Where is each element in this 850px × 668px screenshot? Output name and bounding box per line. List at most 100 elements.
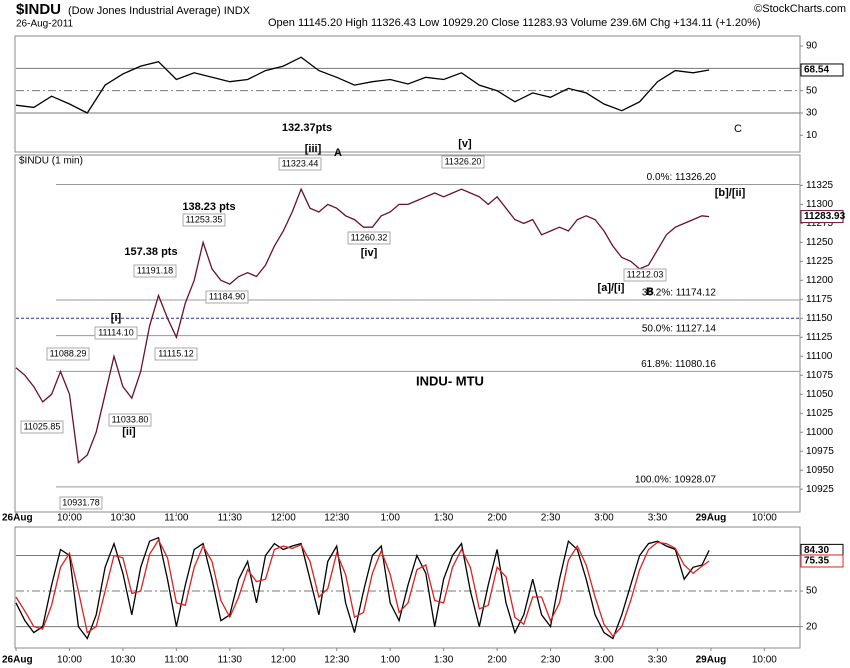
last-value-label: 11283.93 <box>804 211 846 222</box>
price-label: 11253.35 <box>186 214 223 224</box>
price-label: 11184.90 <box>209 291 245 301</box>
symbol-name: (Dow Jones Industrial Average) INDX <box>68 5 251 17</box>
x-tick-label: 11:30 <box>218 513 243 524</box>
wave-label: 138.23 pts <box>182 201 235 213</box>
price-label-box <box>205 290 249 304</box>
x-tick-label: 1:30 <box>434 655 454 666</box>
y-tick-label: 11125 <box>806 332 833 343</box>
fib-label: 38.2%: 11174.12 <box>642 288 717 299</box>
price-label-box <box>182 213 226 227</box>
x-tick-label: 10:00 <box>57 513 82 524</box>
price-label: 11326.20 <box>445 156 482 166</box>
series-line <box>15 538 710 638</box>
wave-label: A <box>334 147 342 159</box>
y-tick-label: 10950 <box>806 465 834 476</box>
y-tick-label: 11275 <box>806 218 834 229</box>
wave-label: [a]/[i] <box>598 282 625 294</box>
x-tick-label: 2:00 <box>487 655 507 666</box>
credit: ©StockCharts.com <box>754 3 846 15</box>
x-tick-label: 11:00 <box>164 513 189 524</box>
y-tick-label: 11250 <box>806 237 834 248</box>
quote: Open 11145.20 High 11326.43 Low 10929.20… <box>268 17 761 29</box>
price-label: 11212.03 <box>627 269 664 279</box>
x-tick-label: 10:30 <box>110 513 135 524</box>
wave-label: 157.38 pts <box>124 246 177 258</box>
y-tick-label: 10975 <box>806 446 834 457</box>
last-value-label: 75.35 <box>804 556 829 567</box>
price-label-box <box>623 268 667 282</box>
wave-label: INDU- MTU <box>416 373 484 388</box>
fib-label: 0.0%: 11326.20 <box>647 172 717 183</box>
price-label-box <box>347 231 391 245</box>
x-tick-label: 29Aug <box>696 513 727 524</box>
y-tick-label: 11200 <box>806 275 834 286</box>
price-label-box <box>154 347 198 361</box>
y-tick-label: 11100 <box>806 351 833 362</box>
x-tick-label: 3:30 <box>648 513 668 524</box>
x-tick-label: 10:00 <box>57 655 82 666</box>
y-tick-label: 30 <box>806 108 818 119</box>
y-tick-label: 11050 <box>806 389 834 400</box>
price-label: 11025.85 <box>24 421 61 431</box>
fib-label: 100.0%: 10928.07 <box>635 475 717 486</box>
y-tick-label: 20 <box>806 621 818 632</box>
price-label-box <box>59 496 103 510</box>
x-tick-label: 29Aug <box>696 655 727 666</box>
y-tick-label: 11325 <box>806 180 834 191</box>
last-value-label: 68.54 <box>804 65 829 76</box>
wave-label: B <box>646 286 654 298</box>
x-tick-label: 1:30 <box>434 513 454 524</box>
wave-label: 132.37pts <box>282 122 332 134</box>
x-tick-label: 12:00 <box>271 655 296 666</box>
wave-label: [iv] <box>361 247 378 259</box>
series-line <box>15 187 710 464</box>
x-tick-label: 2:30 <box>541 655 561 666</box>
last-value-tag <box>800 210 844 224</box>
y-tick-label: 10925 <box>806 484 834 495</box>
y-tick-label: 11225 <box>806 256 834 267</box>
y-tick-label: 11150 <box>806 313 833 324</box>
series-line <box>15 536 710 640</box>
y-tick-label: 11175 <box>806 294 833 305</box>
x-tick-label: 2:30 <box>541 513 561 524</box>
x-tick-label: 26Aug <box>2 655 33 666</box>
y-tick-label: 11300 <box>806 199 834 210</box>
series-line <box>15 56 710 114</box>
price-label: 11088.29 <box>50 348 87 358</box>
wave-label: [iii] <box>305 143 322 155</box>
date: 26-Aug-2011 <box>16 19 74 30</box>
x-tick-label: 12:30 <box>324 513 349 524</box>
x-tick-label: 1:00 <box>380 513 400 524</box>
price-label-box <box>133 264 177 278</box>
x-tick-label: 10:00 <box>752 513 777 524</box>
x-tick-label: 10:30 <box>110 655 135 666</box>
price-label-box <box>441 155 485 169</box>
last-value-tag <box>800 554 844 568</box>
price-label: 10931.78 <box>62 497 100 507</box>
fib-label: 50.0%: 11127.14 <box>642 323 717 334</box>
y-tick-label: 50 <box>806 85 818 96</box>
last-value-tag <box>800 63 844 77</box>
price-label-box <box>20 420 64 434</box>
y-tick-label: 11000 <box>806 427 834 438</box>
x-tick-label: 26Aug <box>2 513 33 524</box>
price-label-box <box>46 347 90 361</box>
x-tick-label: 3:00 <box>594 655 614 666</box>
wave-label: [ii] <box>122 426 136 438</box>
y-tick-label: 11025 <box>806 408 834 419</box>
y-tick-label: 10 <box>806 130 818 141</box>
x-tick-label: 11:00 <box>164 655 189 666</box>
price-label-box <box>278 157 322 171</box>
wave-label: [v] <box>458 138 472 150</box>
x-tick-label: 10:00 <box>752 655 777 666</box>
y-tick-label: 90 <box>806 41 818 52</box>
price-label: 11323.44 <box>282 158 319 168</box>
wave-label: [b]/[ii] <box>715 187 746 199</box>
price-label: 11191.18 <box>137 265 173 275</box>
x-tick-label: 2:00 <box>487 513 507 524</box>
x-tick-label: 3:30 <box>648 655 668 666</box>
price-label-box <box>108 413 152 427</box>
x-tick-label: 11:30 <box>218 655 243 666</box>
y-tick-label: 50 <box>806 586 818 597</box>
